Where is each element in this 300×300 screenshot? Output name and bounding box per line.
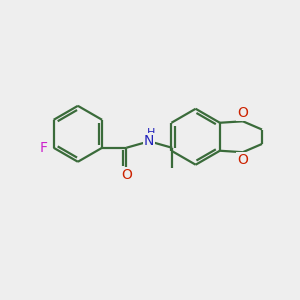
Text: N: N [144, 134, 154, 148]
Text: F: F [39, 141, 47, 155]
Text: O: O [121, 168, 132, 182]
Text: H: H [146, 128, 155, 138]
Text: O: O [237, 153, 248, 167]
Text: O: O [237, 106, 248, 120]
